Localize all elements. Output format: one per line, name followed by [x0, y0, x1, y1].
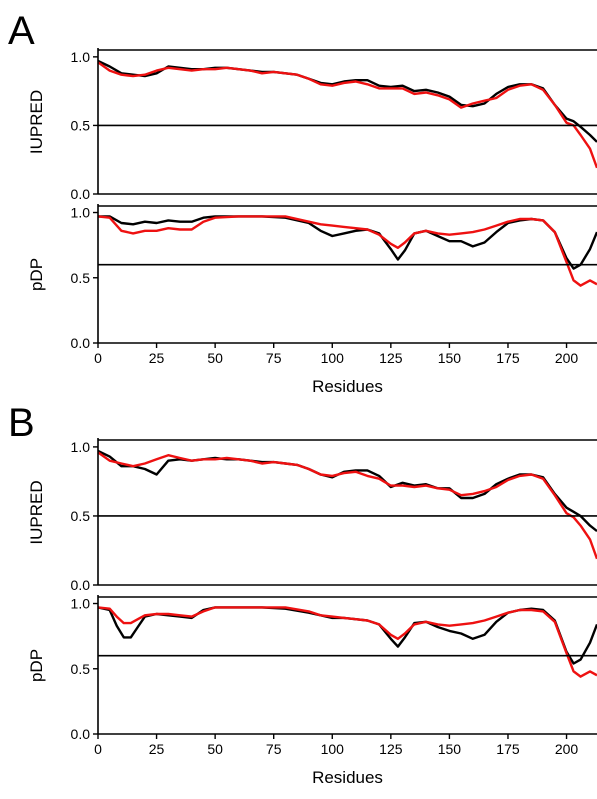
pdp-a-y-axis-label: pDP — [27, 258, 46, 291]
pdp-b-x-tick-label: 200 — [555, 741, 579, 757]
iupred-b-y-tick-label: 0.0 — [71, 577, 91, 593]
pdp-a-x-tick-label: 200 — [555, 350, 579, 366]
pdp-plot-b: 0.0 0.5 1.0 pDP 0 25 50 75 100 125 150 175 200 Residu… — [27, 595, 597, 787]
panel-letter-b: B — [8, 401, 35, 445]
pdp-b-x-axis-label: Residues — [312, 768, 383, 787]
iupred-plot-b: 0.0 0.5 1.0 IUPRED — [27, 438, 597, 593]
iupred-b-series-line-2 — [97, 451, 597, 560]
pdp-a-y-tick-label: 0.5 — [71, 270, 91, 286]
pdp-b-x-tick-label: 75 — [266, 741, 282, 757]
pdp-b-x-tick-label: 175 — [496, 741, 520, 757]
pdp-a-x-tick-label: 0 — [94, 350, 102, 366]
pdp-a-x-tick-label: 150 — [438, 350, 462, 366]
pdp-a-y-tick-label: 0.0 — [71, 335, 91, 351]
pdp-b-series-line-2 — [97, 606, 597, 678]
pdp-a-y-tick-label: 1.0 — [71, 205, 91, 221]
pdp-a-x-tick-label: 25 — [149, 350, 165, 366]
iupred-a-y-tick-label: 1.0 — [71, 49, 91, 65]
pdp-b-x-tick-label: 25 — [149, 741, 165, 757]
iupred-b-y-axis-label: IUPRED — [27, 480, 46, 544]
pdp-plot-a: 0.0 0.5 1.0 pDP 0 25 50 75 100 125 150 175 200 Residu… — [27, 204, 597, 396]
pdp-b-y-tick-label: 0.0 — [71, 726, 91, 742]
pdp-a-series-line-1 — [98, 215, 597, 270]
iupred-b-y-tick-label: 1.0 — [71, 439, 91, 455]
iupred-b-y-tick-label: 0.5 — [71, 508, 91, 524]
pdp-a-x-axis-label: Residues — [312, 377, 383, 396]
pdp-a-x-tick-label: 100 — [321, 350, 345, 366]
pdp-b-x-tick-label: 150 — [438, 741, 462, 757]
pdp-a-x-tick-label: 75 — [266, 350, 282, 366]
pdp-b-x-tick-label: 100 — [321, 741, 345, 757]
iupred-a-y-tick-label: 0.0 — [71, 186, 91, 202]
pdp-a-series-line-2 — [97, 215, 597, 287]
pdp-b-x-tick-label: 125 — [379, 741, 403, 757]
pdp-a-x-tick-label: 125 — [379, 350, 403, 366]
pdp-b-y-tick-label: 0.5 — [71, 661, 91, 677]
iupred-a-series-line-1 — [97, 59, 597, 143]
pdp-b-y-axis-label: pDP — [27, 649, 46, 682]
pdp-a-x-tick-label: 175 — [496, 350, 520, 366]
pdp-b-y-tick-label: 1.0 — [71, 596, 91, 612]
iupred-a-y-tick-label: 0.5 — [71, 117, 91, 133]
iupred-a-y-axis-label: IUPRED — [27, 90, 46, 154]
iupred-b-series-line-1 — [97, 449, 597, 533]
pdp-a-x-tick-label: 50 — [207, 350, 223, 366]
pdp-b-x-tick-label: 50 — [207, 741, 223, 757]
pdp-b-x-tick-label: 0 — [94, 741, 102, 757]
panel-letter-a: A — [8, 9, 35, 53]
iupred-plot-a: 0.0 0.5 1.0 IUPRED — [27, 48, 597, 202]
iupred-a-series-line-2 — [97, 61, 597, 169]
